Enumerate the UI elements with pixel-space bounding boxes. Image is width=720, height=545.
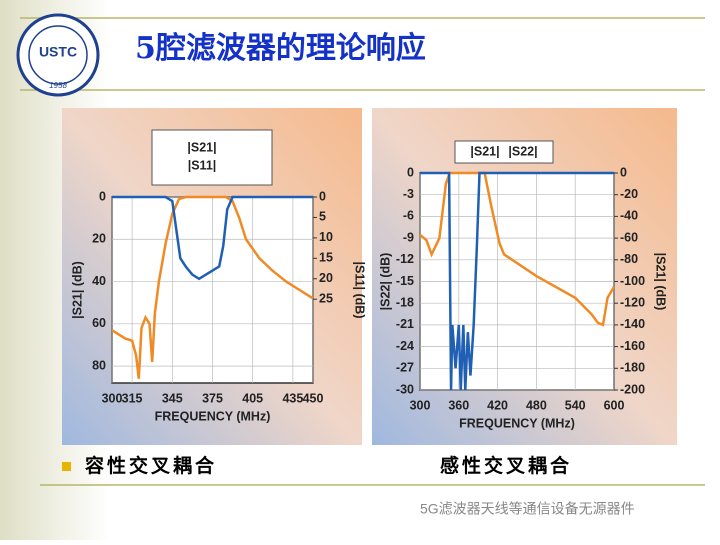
y2-tick-label: -200 bbox=[620, 382, 645, 396]
x-tick-label: 600 bbox=[604, 398, 625, 412]
x-axis-label: FREQUENCY (MHz) bbox=[459, 416, 575, 430]
y-tick-label: 0 bbox=[99, 189, 106, 203]
series-line bbox=[420, 171, 614, 391]
y2-tick-label: -180 bbox=[620, 361, 645, 375]
y2-tick-label: 15 bbox=[319, 251, 333, 265]
legend bbox=[151, 129, 273, 186]
x-tick-label: 540 bbox=[565, 398, 586, 412]
x-tick-label: 405 bbox=[242, 391, 263, 405]
x-tick-label: 420 bbox=[487, 398, 508, 412]
y-tick-label: -30 bbox=[396, 382, 414, 396]
y2-tick-label: 5 bbox=[319, 210, 326, 224]
y-tick-label: -27 bbox=[396, 361, 414, 375]
legend-label: |S22| bbox=[508, 144, 537, 158]
y2-tick-label: 0 bbox=[319, 189, 326, 203]
caption: 感性交叉耦合 bbox=[440, 454, 572, 477]
series-line bbox=[112, 195, 313, 281]
y2-tick-label: -120 bbox=[620, 295, 645, 309]
y-tick-label: -9 bbox=[403, 230, 414, 244]
y-tick-label: 80 bbox=[92, 358, 106, 372]
logo-text: USTC bbox=[39, 44, 77, 60]
y2-tick-label: 10 bbox=[319, 230, 333, 244]
legend-label: |S21| bbox=[470, 144, 499, 158]
y-tick-label: -12 bbox=[396, 252, 414, 266]
series-line bbox=[111, 195, 314, 379]
x-tick-label: 300 bbox=[102, 391, 123, 405]
bullet bbox=[62, 462, 71, 471]
y-tick-label: 60 bbox=[92, 316, 106, 330]
y2-tick-label: -60 bbox=[620, 230, 638, 244]
y2-tick-label: 20 bbox=[319, 271, 333, 285]
x-tick-label: 435 bbox=[282, 391, 303, 405]
y-axis-label: |S21| (dB) bbox=[70, 261, 84, 319]
y-axis-label: |S22| (dB) bbox=[378, 253, 392, 311]
y-tick-label: -24 bbox=[396, 339, 414, 353]
y-tick-label: -18 bbox=[396, 295, 414, 309]
y-tick-label: -15 bbox=[396, 274, 414, 288]
x-tick-label: 480 bbox=[526, 398, 547, 412]
caption: 容性交叉耦合 bbox=[85, 454, 217, 477]
y2-tick-label: 25 bbox=[319, 291, 333, 305]
x-tick-label: 300 bbox=[410, 398, 431, 412]
y2-tick-label: -20 bbox=[620, 187, 638, 201]
y2-tick-label: -160 bbox=[620, 339, 645, 353]
x-tick-label: 345 bbox=[162, 391, 183, 405]
logo-year: 1958 bbox=[49, 81, 67, 90]
legend-label: |S21| bbox=[187, 140, 216, 154]
y2-tick-label: 0 bbox=[620, 165, 627, 179]
y2-tick-label: -80 bbox=[620, 252, 638, 266]
y-tick-label: 20 bbox=[92, 232, 106, 246]
y-tick-label: 0 bbox=[407, 165, 414, 179]
series-line bbox=[419, 171, 616, 327]
y2-tick-label: -100 bbox=[620, 274, 645, 288]
logo-ring bbox=[28, 25, 88, 85]
y2-axis-label: |S11| (dB) bbox=[353, 261, 367, 318]
legend bbox=[454, 140, 554, 164]
y-tick-label: -6 bbox=[403, 209, 414, 223]
y2-tick-label: -40 bbox=[620, 209, 638, 223]
watermark: 5G滤波器天线等通信设备无源器件 bbox=[420, 501, 635, 517]
slide-title: 5腔滤波器的理论响应 bbox=[135, 31, 426, 66]
legend-label: |S11| bbox=[188, 158, 217, 172]
y-tick-label: -21 bbox=[396, 317, 414, 331]
x-tick-label: 375 bbox=[202, 391, 223, 405]
x-tick-label: 450 bbox=[303, 391, 324, 405]
y2-tick-label: -140 bbox=[620, 317, 645, 331]
y-tick-label: 40 bbox=[92, 274, 106, 288]
y-tick-label: -3 bbox=[403, 187, 414, 201]
y2-axis-label: |S21| (dB) bbox=[654, 253, 668, 311]
x-tick-label: 315 bbox=[122, 391, 143, 405]
x-tick-label: 360 bbox=[448, 398, 469, 412]
x-axis-label: FREQUENCY (MHz) bbox=[155, 409, 271, 423]
